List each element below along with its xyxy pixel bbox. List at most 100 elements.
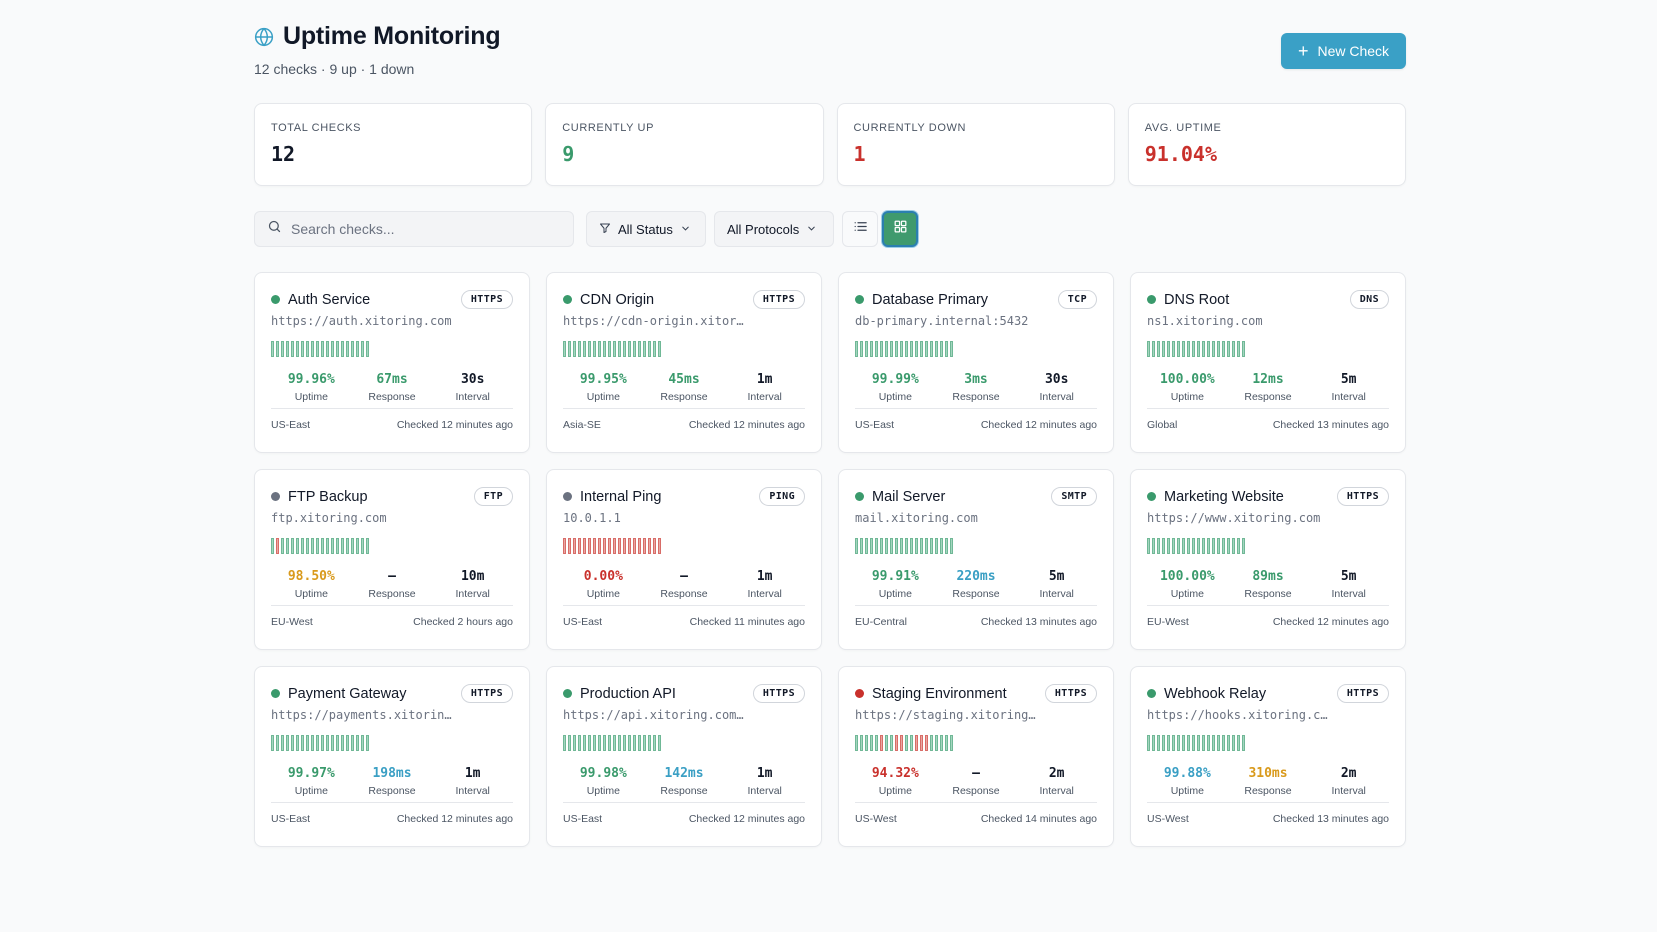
- history-tick-up: [1187, 538, 1190, 554]
- status-filter-dropdown[interactable]: All Status: [586, 211, 706, 247]
- history-tick-up: [1157, 538, 1160, 554]
- check-region: US-East: [271, 813, 311, 825]
- check-card[interactable]: Payment Gateway HTTPS https://payments.x…: [254, 666, 530, 847]
- stat-value: 12: [271, 142, 296, 166]
- history-tick-up: [346, 735, 349, 751]
- history-tick-up: [1202, 538, 1205, 554]
- title-row: Uptime Monitoring: [254, 22, 501, 51]
- history-tick-up: [1212, 538, 1215, 554]
- check-card[interactable]: Database Primary TCP db-primary.internal…: [838, 272, 1114, 453]
- check-card[interactable]: FTP Backup FTP ftp.xitoring.com 98.50% U…: [254, 469, 530, 650]
- grid-view-button[interactable]: [882, 211, 918, 247]
- search-box[interactable]: [254, 211, 574, 247]
- history-tick-up: [331, 341, 334, 357]
- check-card[interactable]: Marketing Website HTTPS https://www.xito…: [1130, 469, 1406, 650]
- search-icon: [267, 219, 282, 239]
- check-card[interactable]: Mail Server SMTP mail.xitoring.com 99.91…: [838, 469, 1114, 650]
- interval-value: 30s: [460, 372, 485, 387]
- check-card[interactable]: DNS Root DNS ns1.xitoring.com 100.00% Up…: [1130, 272, 1406, 453]
- metric-response: — Response: [352, 568, 433, 600]
- interval-label: Interval: [747, 391, 782, 403]
- chevron-down-icon: [806, 222, 817, 237]
- history-tick-up: [1237, 341, 1240, 357]
- metric-response: 198ms Response: [352, 765, 433, 797]
- metric-interval: 5m Interval: [1016, 568, 1097, 600]
- history-tick-up: [935, 538, 938, 554]
- history-tick-up: [905, 538, 908, 554]
- interval-value: 1m: [464, 766, 481, 781]
- history-tick-up: [341, 538, 344, 554]
- history-tick-up: [296, 735, 299, 751]
- metric-uptime: 99.95% Uptime: [563, 371, 644, 403]
- history-tick-up: [1187, 341, 1190, 357]
- history-tick-down: [653, 538, 656, 554]
- response-label: Response: [952, 391, 1000, 403]
- history-tick-up: [930, 735, 933, 751]
- check-name: Internal Ping: [580, 488, 662, 505]
- response-value: 198ms: [372, 766, 412, 781]
- uptime-label: Uptime: [294, 588, 328, 600]
- uptime-history-bar: [271, 341, 369, 357]
- protocol-badge: HTTPS: [460, 684, 513, 703]
- history-tick-up: [356, 341, 359, 357]
- response-label: Response: [1244, 785, 1292, 797]
- response-value: 89ms: [1252, 569, 1284, 584]
- history-tick-up: [321, 538, 324, 554]
- history-tick-up: [1202, 341, 1205, 357]
- status-dot: [1147, 492, 1156, 501]
- history-tick-up: [1152, 341, 1155, 357]
- uptime-value: 99.96%: [287, 372, 335, 387]
- protocol-badge: FTP: [473, 487, 513, 506]
- history-tick-up: [296, 538, 299, 554]
- history-tick-up: [311, 538, 314, 554]
- history-tick-up: [291, 538, 294, 554]
- check-card[interactable]: Production API HTTPS https://api.xitorin…: [546, 666, 822, 847]
- check-card[interactable]: Internal Ping PING 10.0.1.1 0.00% Uptime…: [546, 469, 822, 650]
- new-check-button[interactable]: + New Check: [1281, 33, 1406, 69]
- response-value: —: [388, 569, 396, 584]
- protocol-badge: PING: [759, 487, 805, 506]
- history-tick-up: [925, 538, 928, 554]
- response-label: Response: [368, 391, 416, 403]
- metrics-row: 0.00% Uptime — Response 1m Interval: [563, 568, 805, 600]
- protocol-badge: HTTPS: [1336, 487, 1389, 506]
- card-header: Internal Ping PING: [563, 486, 805, 507]
- history-tick-up: [875, 735, 878, 751]
- check-card[interactable]: Auth Service HTTPS https://auth.xitoring…: [254, 272, 530, 453]
- history-tick-up: [1232, 538, 1235, 554]
- protocol-filter-dropdown[interactable]: All Protocols: [714, 211, 834, 247]
- history-tick-up: [608, 341, 611, 357]
- card-header: Mail Server SMTP: [855, 486, 1097, 507]
- check-card[interactable]: Staging Environment HTTPS https://stagin…: [838, 666, 1114, 847]
- uptime-history-bar: [563, 735, 661, 751]
- history-tick-up: [930, 341, 933, 357]
- history-tick-up: [286, 538, 289, 554]
- history-tick-up: [583, 341, 586, 357]
- metric-response: 220ms Response: [936, 568, 1017, 600]
- protocol-badge: HTTPS: [1044, 684, 1097, 703]
- check-name: Payment Gateway: [288, 685, 407, 702]
- check-card[interactable]: CDN Origin HTTPS https://cdn-origin.xito…: [546, 272, 822, 453]
- history-tick-up: [920, 341, 923, 357]
- check-card[interactable]: Webhook Relay HTTPS https://hooks.xitori…: [1130, 666, 1406, 847]
- history-tick-up: [1227, 341, 1230, 357]
- history-tick-up: [860, 735, 863, 751]
- response-label: Response: [368, 785, 416, 797]
- history-tick-up: [271, 341, 274, 357]
- card-footer: US-East Checked 11 minutes ago: [563, 605, 805, 628]
- list-view-button[interactable]: [842, 211, 878, 247]
- uptime-value: 99.91%: [871, 569, 919, 584]
- history-tick-up: [940, 735, 943, 751]
- search-input[interactable]: [291, 221, 561, 237]
- metric-interval: 5m Interval: [1308, 371, 1389, 403]
- history-tick-up: [1172, 538, 1175, 554]
- uptime-history-bar: [1147, 735, 1245, 751]
- history-tick-down: [638, 538, 641, 554]
- uptime-history-bar: [271, 538, 369, 554]
- history-tick-up: [563, 341, 566, 357]
- history-tick-up: [311, 735, 314, 751]
- history-tick-up: [885, 538, 888, 554]
- card-header: Database Primary TCP: [855, 289, 1097, 310]
- history-tick-up: [301, 735, 304, 751]
- last-checked: Checked 12 minutes ago: [1272, 616, 1389, 628]
